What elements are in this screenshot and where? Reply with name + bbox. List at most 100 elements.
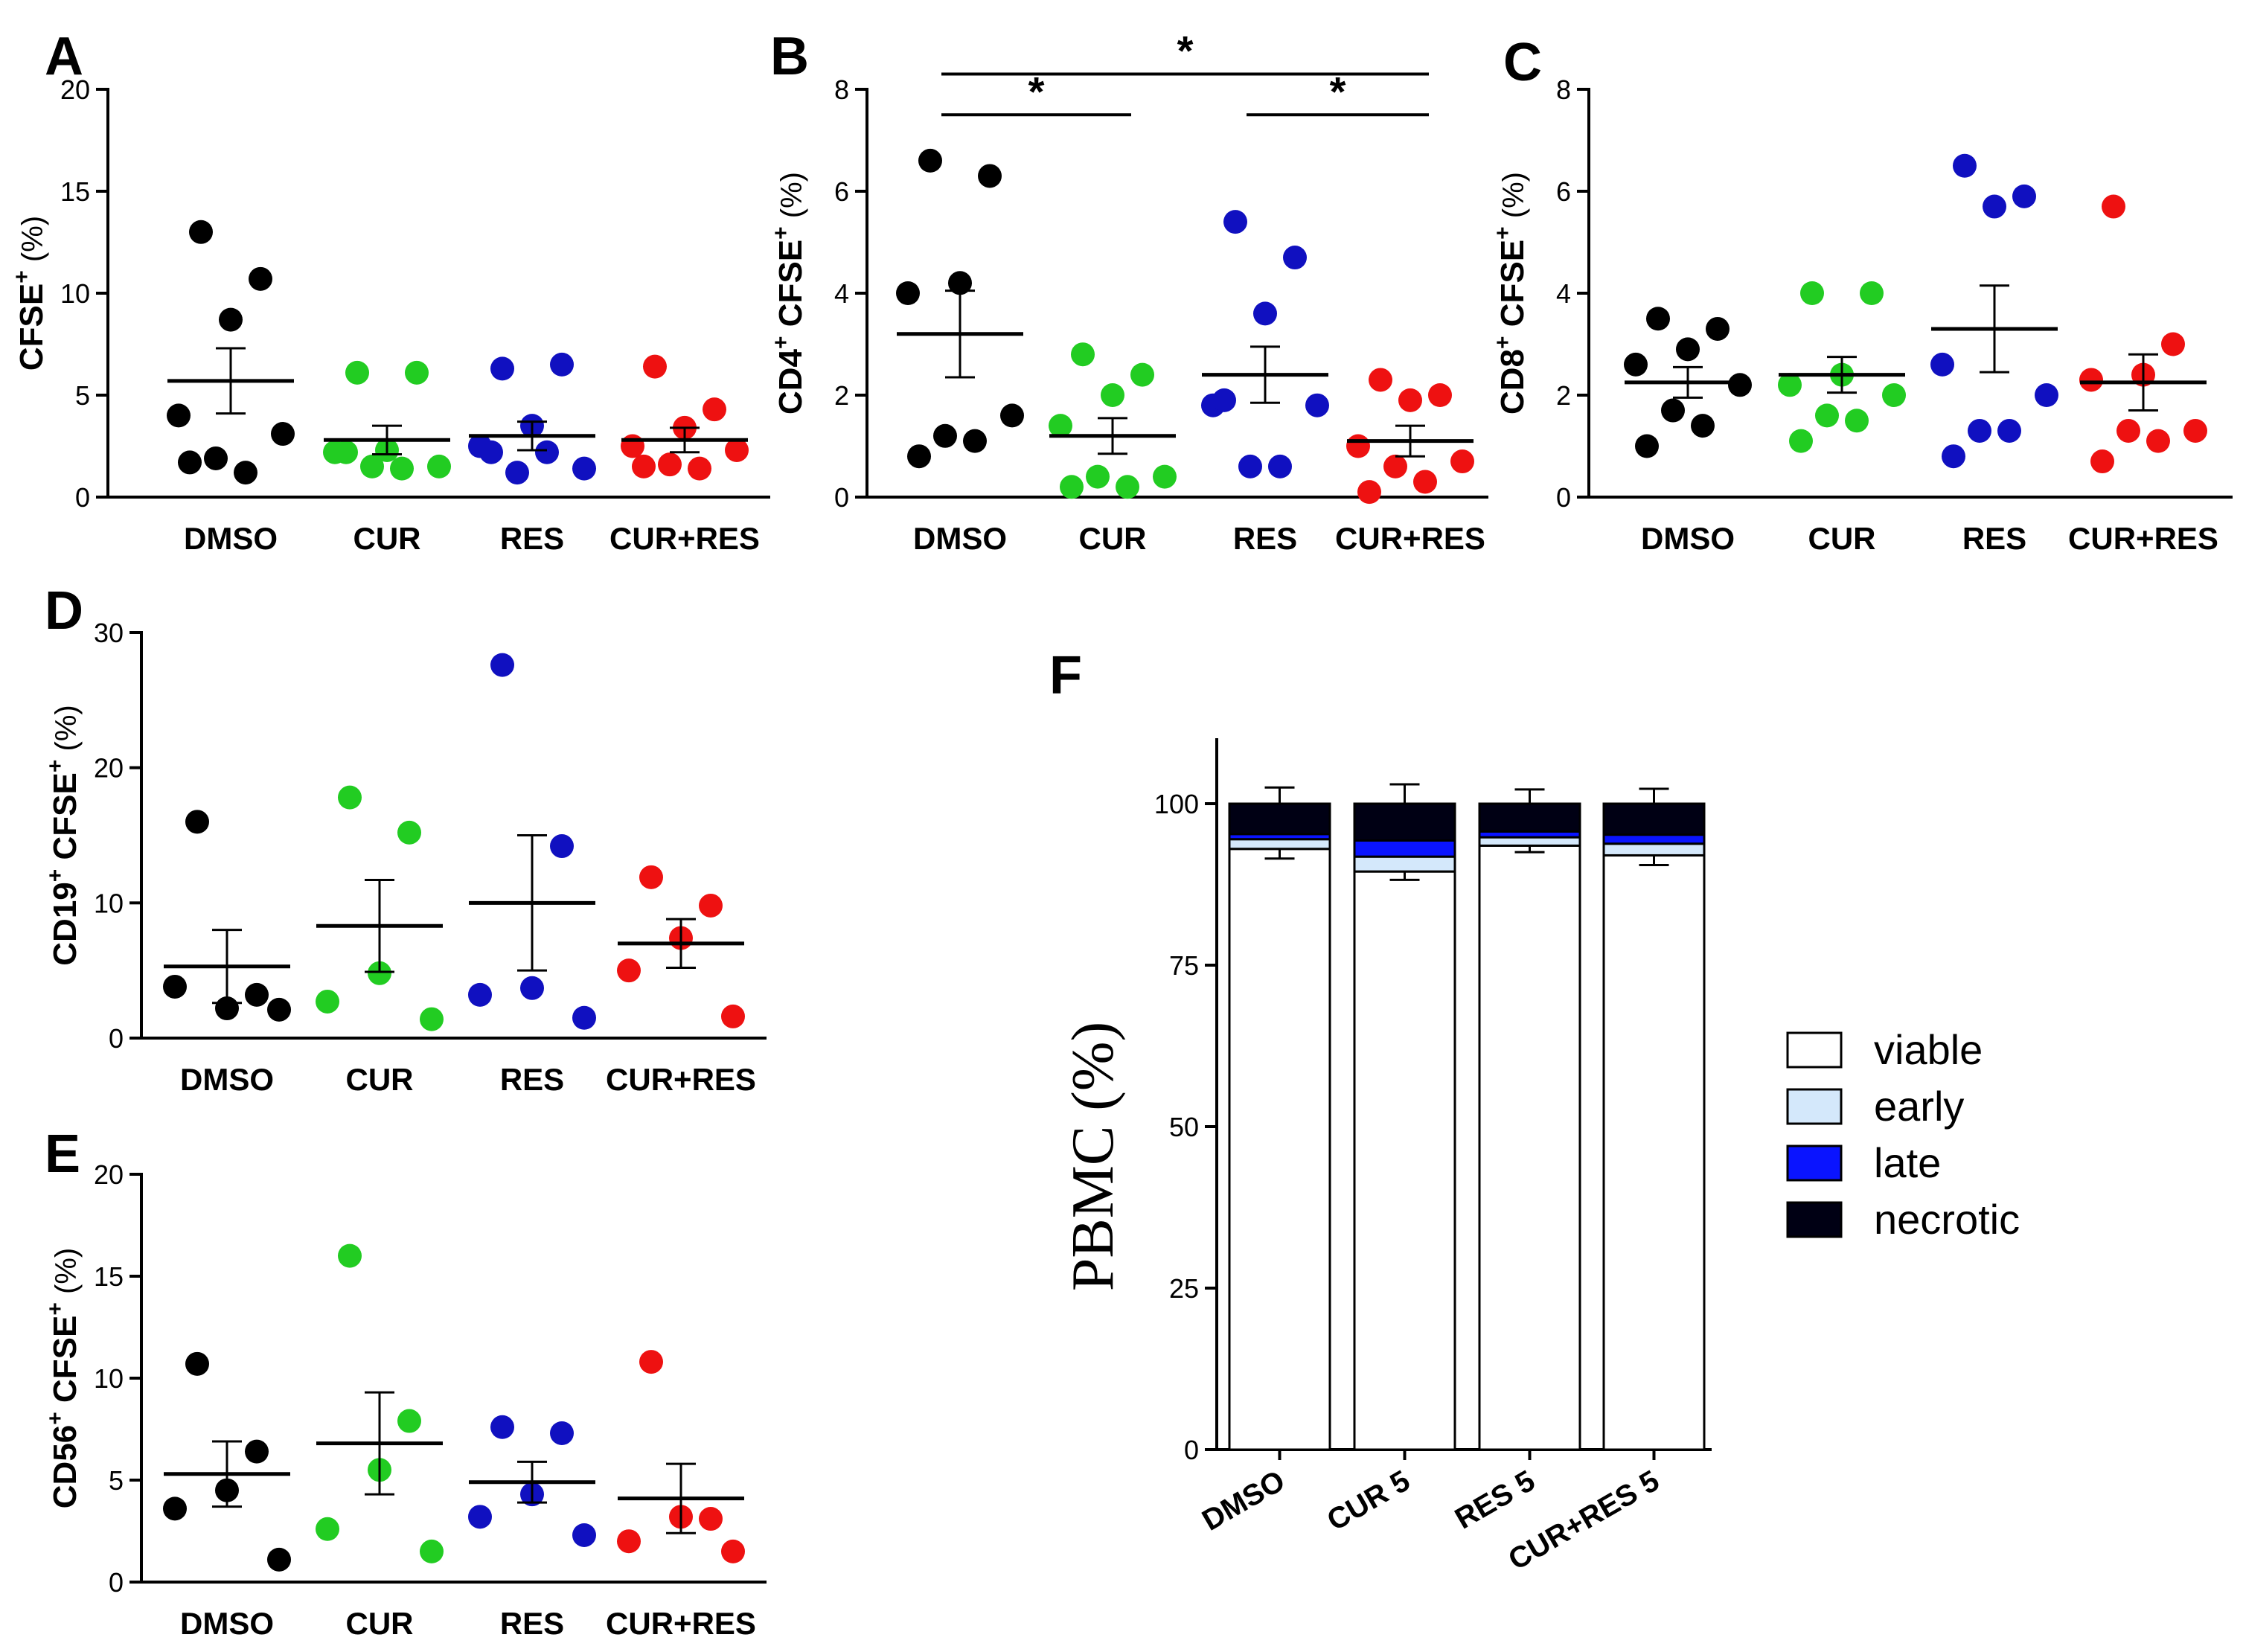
x-category-label: RES (1233, 521, 1297, 556)
legend-swatch-necrotic (1786, 1201, 1843, 1238)
x-category-label: CUR (1079, 521, 1147, 556)
data-point (2102, 194, 2125, 219)
data-point (1071, 342, 1095, 367)
y-tick-label: 0 (75, 482, 90, 513)
data-point (490, 653, 514, 677)
data-point (1635, 434, 1659, 458)
data-point (2183, 418, 2207, 443)
data-point (1789, 429, 1813, 453)
legend-swatch-late (1786, 1144, 1843, 1182)
data-point (978, 164, 1002, 188)
data-point (185, 810, 209, 834)
data-point (1728, 373, 1752, 397)
data-point (1116, 475, 1139, 499)
data-point (1646, 307, 1670, 331)
data-point (1942, 444, 1965, 469)
y-tick-label: 6 (1556, 176, 1571, 207)
data-point (163, 1496, 187, 1521)
data-point (703, 397, 726, 422)
data-point (948, 271, 972, 295)
data-point (1283, 246, 1307, 270)
data-point (468, 982, 492, 1007)
data-point (316, 1517, 339, 1541)
legend-swatch-early (1786, 1088, 1843, 1125)
x-category-label: CUR+RES (606, 1606, 756, 1641)
data-point (699, 893, 723, 918)
data-point (550, 1421, 574, 1445)
data-point (2116, 418, 2140, 443)
x-category-label: CUR+RES (2068, 521, 2218, 556)
data-point (617, 958, 641, 983)
data-point (1086, 464, 1110, 489)
data-point (572, 456, 596, 481)
x-category-label: CUR+RES (1335, 521, 1485, 556)
y-axis-label: CD4+ CFSE+ (%) (769, 172, 809, 414)
data-point (390, 456, 414, 481)
data-point (1130, 362, 1154, 387)
significance-star: * (1330, 68, 1346, 115)
bar-segment-early (1228, 838, 1331, 851)
data-point (632, 454, 656, 478)
data-point (271, 422, 295, 446)
y-tick-label: 20 (94, 753, 124, 784)
x-category-label: CUR (346, 1606, 414, 1641)
data-point (204, 446, 228, 470)
data-point (1624, 352, 1648, 377)
data-point (639, 865, 663, 889)
data-point (1253, 301, 1277, 326)
x-category-label: DMSO (913, 521, 1007, 556)
y-tick-label: 75 (1169, 950, 1199, 981)
legend-label: necrotic (1874, 1196, 2020, 1243)
data-point (1212, 388, 1236, 412)
y-tick-label: 4 (834, 278, 849, 309)
bar-segment-viable (1478, 844, 1581, 1451)
y-tick-label: 0 (109, 1023, 124, 1054)
bar-segment-viable (1353, 870, 1456, 1451)
x-category-label: CUR+RES (609, 521, 760, 556)
data-point (234, 461, 257, 485)
data-point (963, 429, 987, 453)
x-category-label: CUR+RES (606, 1062, 756, 1097)
x-category-label: DMSO (184, 521, 278, 556)
x-category-label: CUR (353, 521, 421, 556)
y-tick-label: 25 (1169, 1273, 1199, 1304)
data-point (1845, 409, 1869, 433)
legend-swatch-viable (1786, 1031, 1843, 1069)
panel-e: E 0 5 10 15 20 CD56+ CFSE+ (%) DMSO CUR RES CUR+RE… (43, 1124, 767, 1641)
data-point (397, 1409, 421, 1433)
data-point (405, 360, 429, 385)
bar-segment-late (1602, 833, 1706, 845)
data-point (1691, 414, 1715, 438)
data-point (420, 1539, 444, 1563)
significance-star: * (1177, 27, 1194, 74)
data-point (468, 1505, 492, 1529)
panel-label: A (45, 27, 83, 86)
bar-segment-early (1602, 842, 1706, 857)
x-category-label: DMSO (180, 1606, 274, 1641)
data-point (1953, 153, 1977, 178)
data-point (572, 1523, 596, 1547)
data-point (189, 220, 213, 244)
data-point (420, 1007, 444, 1031)
data-point (1983, 194, 2006, 219)
data-point (918, 148, 942, 173)
data-point (572, 1005, 596, 1030)
y-tick-label: 10 (60, 278, 90, 309)
data-point (505, 461, 529, 485)
data-point (933, 423, 957, 448)
panel-label: D (45, 581, 83, 641)
legend-label: early (1874, 1083, 1964, 1130)
data-point (1968, 418, 1991, 443)
data-point (1049, 414, 1072, 438)
data-point (1101, 383, 1124, 407)
data-point (334, 440, 358, 464)
data-point (896, 281, 920, 305)
data-point (490, 1415, 514, 1439)
x-category-label: RES (1962, 521, 2026, 556)
data-point (185, 1351, 209, 1376)
data-point (550, 352, 574, 377)
data-point (1383, 454, 1407, 478)
data-point (2079, 368, 2103, 392)
